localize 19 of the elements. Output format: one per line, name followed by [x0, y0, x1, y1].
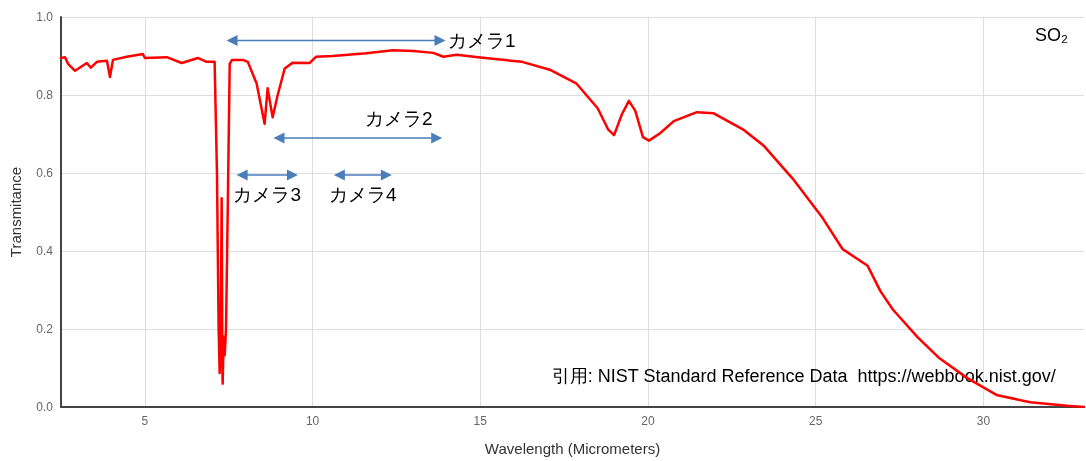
series-label: カメラ4: [329, 183, 398, 205]
series-label: カメラ1: [448, 29, 516, 51]
y-axis-title: Transmitance: [7, 166, 24, 258]
y-tick-label: 0.4: [36, 244, 54, 258]
x-tick-label: 20: [641, 414, 655, 428]
y-tick-label: 0.2: [36, 322, 54, 336]
x-tick-label: 5: [141, 414, 149, 428]
series-label: カメラ2: [365, 107, 433, 129]
x-tick-label: 10: [305, 414, 320, 428]
annotation: SO₂: [1035, 25, 1069, 45]
y-tick-label: 0.6: [36, 166, 54, 180]
x-tick-label: 25: [808, 414, 823, 428]
x-tick-label: 15: [473, 414, 488, 428]
y-tick-label: 0.8: [36, 88, 54, 102]
series-label: カメラ3: [233, 183, 302, 205]
x-tick-label: 30: [976, 414, 991, 428]
y-tick-label: 0.0: [36, 400, 54, 414]
x-axis-title: Wavelength (Micrometers): [484, 440, 661, 457]
y-tick-label: 1.0: [36, 10, 54, 24]
